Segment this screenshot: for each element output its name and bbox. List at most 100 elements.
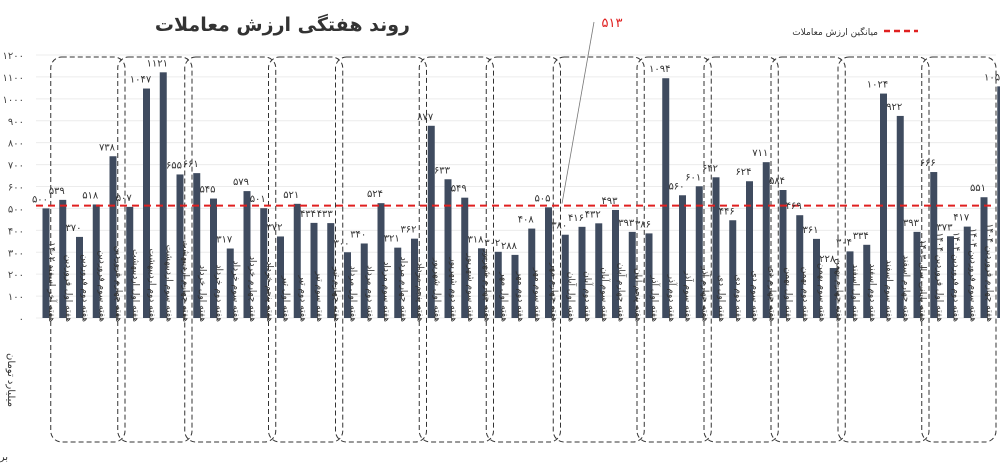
value-label: ۳۷۳ bbox=[936, 222, 953, 233]
x-tick-label: هفته پنجم خرداد bbox=[264, 261, 274, 322]
value-label: ۵۰۱ bbox=[250, 194, 266, 205]
value-label: ۴۰۸ bbox=[518, 215, 535, 226]
value-label: ۱۱۲۱ bbox=[147, 58, 168, 69]
y-axis-ticks: ۰ ۱۰۰ ۲۰۰ ۳۰۰ ۴۰۰ ۵۰۰ ۶۰۰ ۷۰۰ ۸۰۰ ۹۰۰ ۱۰۰۰ ۱۱۰۰ ۱۲۰۰ bbox=[3, 51, 24, 325]
bar bbox=[913, 231, 921, 318]
x-tick-label: هفته اول اسفند bbox=[850, 264, 860, 322]
x-tick-label: هفته دوم فروردین bbox=[80, 254, 90, 322]
x-tick-label: هفته سوم آبان bbox=[599, 267, 611, 322]
value-label: ۵۱۸ bbox=[82, 190, 99, 201]
value-label: ۶۵۵ bbox=[166, 160, 182, 171]
x-tick-label: هفته سوم آذر bbox=[683, 270, 695, 322]
value-label: ۳۷۲ bbox=[266, 222, 282, 233]
value-label: ۶۲۴ bbox=[735, 167, 751, 178]
x-tick-label: هفته اول شهریور bbox=[431, 257, 441, 322]
bar bbox=[628, 231, 636, 318]
x-tick-label: هفته سوم مهر bbox=[532, 267, 542, 323]
y-axis-label: میلیارد تومان bbox=[5, 353, 16, 407]
x-tick-label: هفته چهارم آبان bbox=[616, 263, 628, 323]
bar bbox=[578, 226, 586, 318]
y-tick-label: ۱۰۰۰ bbox=[3, 95, 24, 106]
x-tick-label: هفته دوم دی bbox=[733, 274, 743, 322]
bar bbox=[176, 174, 184, 318]
bar bbox=[729, 220, 737, 318]
x-tick-label: هفته چهارم خرداد bbox=[247, 256, 257, 322]
y-tick-label: ۹۰۰ bbox=[8, 117, 24, 128]
bar bbox=[260, 208, 268, 318]
bar bbox=[126, 206, 134, 318]
x-tick-label: هفته دوم اسفند bbox=[867, 263, 877, 322]
month-box bbox=[418, 56, 494, 443]
value-label: ۳۱۷ bbox=[216, 235, 233, 246]
value-label: ۴۳۳ bbox=[317, 209, 334, 220]
bar bbox=[645, 233, 653, 318]
x-tick-label: هفته دوم فروردین ۱۴۰۴ bbox=[951, 232, 961, 322]
value-label: ۹۲۲ bbox=[886, 102, 902, 113]
bar bbox=[863, 244, 871, 318]
x-tick-label: هفته چهارم تیر bbox=[331, 266, 341, 322]
x-tick-label: هفته سوم اردیبهشت bbox=[163, 245, 173, 323]
value-label: ۳۰۴ bbox=[836, 237, 852, 248]
x-tick-label: هفته چهارم بهمن bbox=[833, 258, 843, 322]
value-label: ۳۹۳ bbox=[903, 218, 920, 229]
x-tick-label: هفته اول خرداد bbox=[197, 265, 207, 322]
y-tick-label: ۶۰۰ bbox=[8, 183, 24, 194]
x-tick-label: هفته دوم مهر bbox=[515, 271, 525, 323]
bar bbox=[444, 179, 452, 318]
x-tick-label: هفته آخر اسفند ۱۴۰۲ bbox=[46, 242, 58, 322]
bar bbox=[344, 252, 351, 318]
x-tick-label: هفته چهارم فروردین ۱۴۰۴ bbox=[984, 224, 994, 323]
x-tick-label: هفته دوم آذر bbox=[666, 274, 678, 323]
bar bbox=[226, 248, 234, 318]
bars bbox=[42, 72, 1000, 319]
x-tick-label: هفته پنجم آبان bbox=[632, 268, 644, 322]
month-box bbox=[837, 56, 930, 443]
bar bbox=[109, 156, 117, 318]
bar bbox=[997, 86, 1000, 318]
bar bbox=[746, 181, 753, 318]
bar bbox=[930, 172, 938, 318]
bar bbox=[813, 238, 820, 318]
value-label: ۳۸۰ bbox=[551, 221, 567, 232]
bar bbox=[612, 209, 619, 318]
x-tick-label: هفته اول مرداد bbox=[348, 266, 358, 323]
value-label: ۳۸۶ bbox=[635, 219, 651, 230]
x-tick-label: هفته چهارم فروردین bbox=[113, 246, 123, 323]
bar bbox=[243, 191, 251, 318]
bar bbox=[896, 115, 904, 318]
value-label: ۵۳۹ bbox=[49, 186, 65, 197]
y-tick-label: ۰ bbox=[19, 314, 24, 325]
value-label: ۸۷۷ bbox=[417, 112, 434, 123]
value-label: ۴۳۴ bbox=[300, 209, 316, 220]
x-tick-label: هفته چهارم اسفند bbox=[900, 255, 910, 322]
bar bbox=[662, 78, 670, 319]
value-label: ۳۶۲ bbox=[400, 225, 416, 236]
bar bbox=[779, 190, 787, 318]
bar bbox=[528, 228, 536, 318]
month-box bbox=[636, 56, 712, 443]
x-tick-label: هفته اول آبان bbox=[565, 272, 577, 323]
bar bbox=[478, 248, 485, 318]
x-tick-label: هفته چهارم شهریور bbox=[482, 248, 492, 322]
bar bbox=[494, 251, 502, 318]
bar bbox=[277, 236, 284, 318]
value-label: ۴۴۶ bbox=[719, 206, 735, 217]
bar bbox=[92, 204, 100, 318]
value-label: ۵۰۵ bbox=[534, 193, 550, 204]
value-label: ۷۳۸ bbox=[99, 142, 116, 153]
bar bbox=[76, 236, 83, 318]
y-tick-label: ۱۰۰ bbox=[8, 292, 24, 303]
y-tick-label: ۱۱۰۰ bbox=[3, 73, 24, 84]
legend-average-label: میانگین ارزش معاملات bbox=[792, 26, 878, 38]
bar bbox=[377, 203, 385, 318]
y-tick-label: ۳۰۰ bbox=[8, 248, 24, 259]
x-tick-label: هفته چهارم آذر bbox=[699, 265, 711, 322]
average-callout-leader bbox=[561, 21, 595, 204]
value-label: ۳۰۰ bbox=[333, 238, 349, 249]
x-tick-label: هفته سوم فروردین bbox=[96, 250, 106, 322]
value-label: ۵۲۱ bbox=[283, 190, 299, 201]
month-box bbox=[770, 56, 846, 443]
x-tick-label: هفته اول مهر bbox=[498, 271, 508, 322]
bar bbox=[193, 173, 201, 318]
